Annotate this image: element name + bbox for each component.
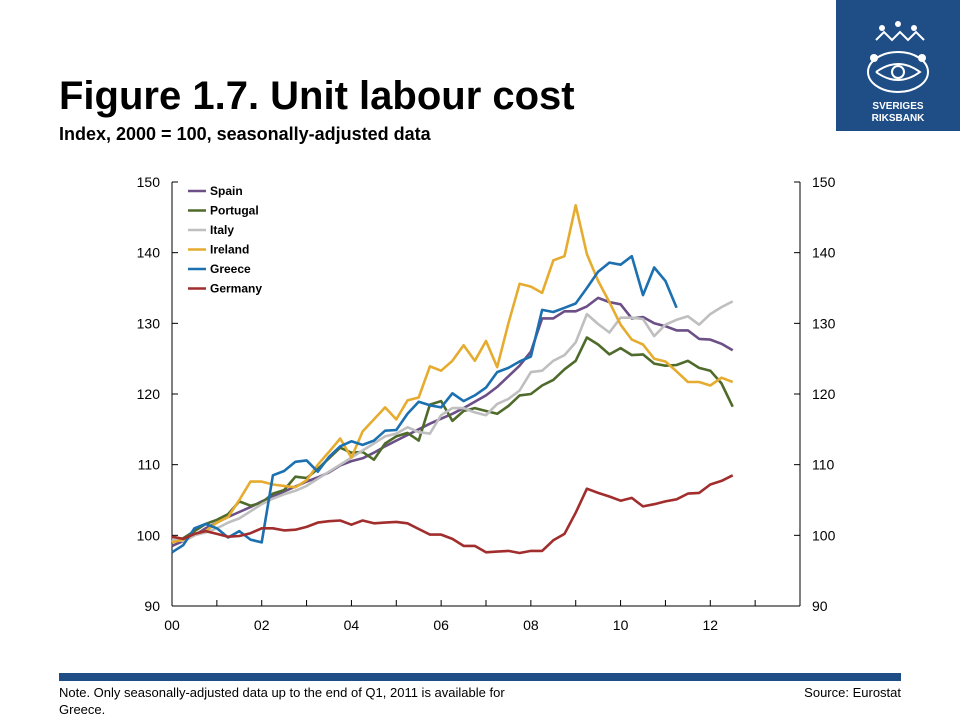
riksbank-crest-icon: SVERIGES RIKSBANK — [867, 21, 929, 124]
chart-source: Source: Eurostat — [804, 685, 901, 700]
series-line-portugal — [171, 336, 734, 544]
x-tick-label: 10 — [613, 617, 629, 633]
y-tick-label-left: 90 — [144, 598, 160, 614]
series-line-ireland — [171, 204, 734, 544]
page-title: Figure 1.7. Unit labour cost — [59, 74, 575, 118]
x-tick-label: 12 — [702, 617, 718, 633]
svg-text:RIKSBANK: RIKSBANK — [872, 113, 926, 124]
y-tick-label-left: 150 — [137, 174, 161, 190]
x-tick-label: 08 — [523, 617, 539, 633]
x-tick-label: 00 — [164, 617, 180, 633]
y-tick-label-left: 100 — [137, 527, 161, 543]
legend-label-portugal: Portugal — [210, 204, 259, 218]
series-line-greece — [171, 254, 678, 554]
series-line-germany — [171, 474, 734, 555]
legend-label-germany: Germany — [210, 282, 262, 296]
y-tick-label-right: 150 — [812, 174, 836, 190]
legend-label-ireland: Ireland — [210, 243, 249, 257]
y-tick-label-left: 120 — [137, 386, 161, 402]
footer-rule — [59, 673, 901, 681]
y-tick-label-right: 90 — [812, 598, 828, 614]
legend-label-spain: Spain — [210, 184, 243, 198]
legend-label-italy: Italy — [210, 223, 234, 237]
x-tick-label: 04 — [344, 617, 360, 633]
y-tick-label-right: 120 — [812, 386, 836, 402]
y-tick-label-left: 140 — [137, 245, 161, 261]
y-tick-label-right: 140 — [812, 245, 836, 261]
page-subtitle: Index, 2000 = 100, seasonally-adjusted d… — [59, 124, 431, 144]
legend-label-greece: Greece — [210, 262, 251, 276]
y-tick-label-right: 130 — [812, 315, 836, 331]
y-tick-label-left: 110 — [138, 457, 161, 473]
y-tick-label-right: 100 — [812, 527, 836, 543]
svg-text:SVERIGES: SVERIGES — [872, 101, 923, 112]
riksbank-logo: SVERIGES RIKSBANK — [836, 0, 960, 131]
chart-note: Note. Only seasonally-adjusted data up t… — [59, 685, 505, 717]
x-tick-label: 06 — [433, 617, 449, 633]
y-tick-label-left: 130 — [137, 315, 161, 331]
x-tick-label: 02 — [254, 617, 270, 633]
series-line-italy — [171, 300, 734, 543]
y-tick-label-right: 110 — [812, 457, 835, 473]
